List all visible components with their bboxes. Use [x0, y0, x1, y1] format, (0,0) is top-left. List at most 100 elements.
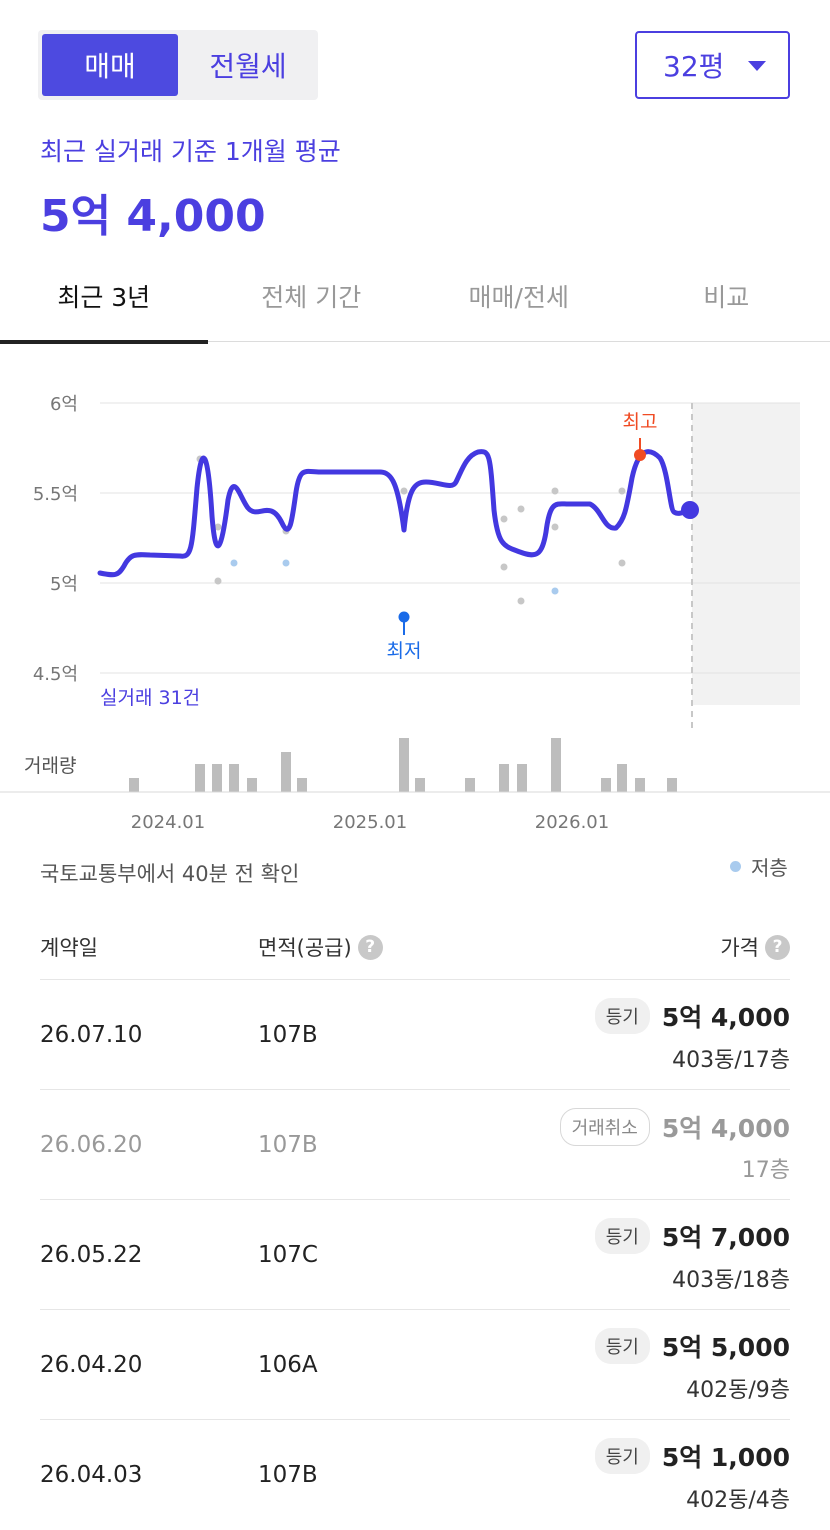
volume-bar: [212, 764, 222, 792]
registered-badge: 등기: [594, 1328, 650, 1364]
row-price: 5억 4,000: [661, 1114, 790, 1143]
legend-low-floor: 저층: [751, 856, 788, 880]
row-unit: 402동/4층: [686, 1488, 790, 1513]
low-floor-dot: [282, 559, 290, 567]
x-tick-label: 2024.01: [131, 812, 205, 833]
help-icon[interactable]: ?: [357, 934, 383, 960]
volume-bar: [635, 778, 645, 792]
col-area: 면적(공급)?: [258, 932, 383, 962]
segment-sale[interactable]: 매매: [42, 34, 178, 96]
row-unit: 403동/18층: [672, 1268, 790, 1293]
future-area: [692, 403, 800, 705]
row-area: 107B: [258, 1132, 318, 1158]
price-trend-line: [97, 449, 694, 578]
row-unit: 17층: [741, 1158, 790, 1183]
min-label: 최저: [387, 640, 422, 662]
col-price-label: 가격: [720, 936, 759, 960]
help-icon[interactable]: ?: [765, 934, 790, 960]
max-marker: [634, 449, 646, 461]
chart-legend: 저층: [730, 852, 788, 881]
low-floor-dot-icon: [730, 861, 741, 872]
trade-dot: [517, 597, 525, 605]
size-dropdown-value: 32평: [663, 50, 725, 83]
volume-bar: [195, 764, 205, 792]
trade-dot: [618, 559, 626, 567]
col-price: 가격?: [720, 932, 790, 962]
row-date: 26.07.10: [40, 1022, 143, 1048]
volume-bar: [517, 764, 527, 792]
row-date: 26.06.20: [40, 1132, 143, 1158]
registered-badge: 등기: [594, 1438, 650, 1474]
trade-dot: [400, 487, 408, 495]
volume-bar: [551, 738, 561, 792]
table-row[interactable]: 26.07.10 107B 등기 5억 4,000 403동/17층: [40, 980, 790, 1090]
volume-bar: [281, 752, 291, 792]
cancelled-badge: 거래취소: [559, 1108, 650, 1146]
row-date: 26.04.03: [40, 1462, 143, 1488]
row-price: 5억 4,000: [661, 1003, 790, 1032]
row-date: 26.04.20: [40, 1352, 143, 1378]
low-floor-dot: [551, 587, 559, 595]
volume-bar: [399, 738, 409, 792]
average-price: 5억 4,000: [40, 191, 266, 242]
registered-badge: 등기: [594, 998, 650, 1034]
segment-rent[interactable]: 전월세: [209, 50, 287, 83]
y-tick-label: 6억: [50, 394, 78, 415]
trade-dot: [551, 487, 559, 495]
table-row[interactable]: 26.06.20 107B 거래취소 5억 4,000 17층: [40, 1090, 790, 1200]
row-unit: 402동/9층: [686, 1378, 790, 1403]
min-marker: [398, 611, 410, 623]
row-date: 26.05.22: [40, 1242, 143, 1268]
tab-sale-lease[interactable]: 매매/전세: [468, 283, 569, 312]
max-label: 최고: [623, 411, 658, 433]
x-tick-label: 2025.01: [333, 812, 407, 833]
row-unit: 403동/17층: [672, 1048, 790, 1073]
row-area: 107B: [258, 1022, 318, 1048]
row-price-line: 등기 5억 4,000: [594, 998, 790, 1034]
volume-bar: [297, 778, 307, 792]
data-source-note: 국토교통부에서 40분 전 확인: [40, 862, 300, 886]
volume-label: 거래량: [24, 755, 76, 777]
size-dropdown[interactable]: 32평: [635, 31, 790, 99]
col-date-label: 계약일: [40, 936, 98, 960]
tab-recent-3y[interactable]: 최근 3년: [0, 258, 208, 344]
low-floor-dot: [230, 559, 238, 567]
average-label: 최근 실거래 기준 1개월 평균: [40, 137, 341, 166]
trade-count-label: 실거래 31건: [100, 687, 200, 709]
table-row[interactable]: 26.05.22 107C 등기 5억 7,000 403동/18층: [40, 1200, 790, 1310]
trade-dot: [214, 523, 222, 531]
table-row[interactable]: 26.04.03 107B 등기 5억 1,000 402동/4층: [40, 1420, 790, 1530]
price-chart[interactable]: 6억 5.5억 5억 4.5억 최저 최고 실거래 31건 거래량: [0, 370, 830, 840]
volume-bar: [415, 778, 425, 792]
row-area: 107C: [258, 1242, 318, 1268]
trade-dot: [500, 563, 508, 571]
caret-down-icon: [748, 61, 766, 71]
tab-all-period[interactable]: 전체 기간: [261, 283, 362, 312]
volume-bar: [601, 778, 611, 792]
row-price-line: 거래취소 5억 4,000: [559, 1108, 790, 1146]
table-row[interactable]: 26.04.20 106A 등기 5억 5,000 402동/9층: [40, 1310, 790, 1420]
trade-dot: [618, 487, 626, 495]
tab-compare[interactable]: 비교: [703, 283, 750, 312]
row-price: 5억 7,000: [661, 1223, 790, 1252]
volume-bar: [229, 764, 239, 792]
volume-bar: [617, 764, 627, 792]
volume-bar: [499, 764, 509, 792]
x-tick-label: 2026.01: [535, 812, 609, 833]
period-tabs: 최근 3년 전체 기간 매매/전세 비교: [0, 258, 830, 344]
y-tick-label: 4.5억: [33, 664, 78, 685]
trade-dot: [214, 577, 222, 585]
row-price: 5억 5,000: [661, 1333, 790, 1362]
row-price-line: 등기 5억 5,000: [594, 1328, 790, 1364]
table-header: 계약일 면적(공급)? 가격?: [40, 920, 790, 980]
volume-bar: [129, 778, 139, 792]
trade-dot: [551, 523, 559, 531]
col-date: 계약일: [40, 932, 98, 962]
volume-bar: [247, 778, 257, 792]
current-value-marker[interactable]: [681, 501, 699, 519]
trade-type-segment: 매매 전월세: [38, 30, 318, 100]
row-area: 106A: [258, 1352, 318, 1378]
col-area-label: 면적(공급): [258, 936, 352, 960]
y-tick-label: 5.5억: [33, 484, 78, 505]
row-price-line: 등기 5억 7,000: [594, 1218, 790, 1254]
